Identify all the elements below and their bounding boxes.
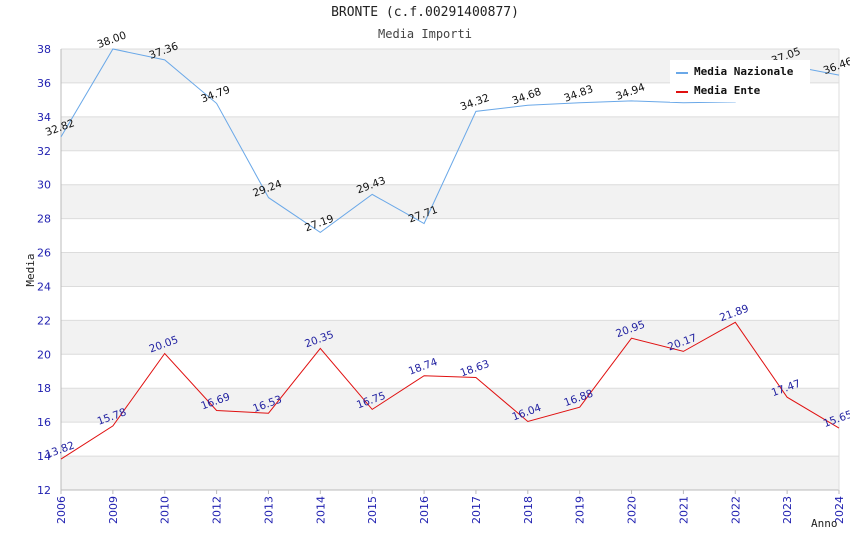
data-label-nazionale: 34.83 [562, 83, 594, 105]
y-tick-label: 14 [37, 450, 51, 463]
x-tick-labels: 2006 2009 2010 2012 2013 2014 2015 2016 2017 2018… [55, 496, 846, 524]
y-tick-label: 12 [37, 484, 51, 497]
data-label-ente: 18.63 [459, 358, 491, 380]
x-tick-label: 2015 [366, 496, 379, 524]
x-tick-label: 2010 [159, 496, 172, 524]
x-tick-label: 2013 [262, 496, 275, 524]
legend-box [670, 60, 810, 102]
x-tick-label: 2021 [677, 496, 690, 524]
x-tick-label: 2016 [418, 496, 431, 524]
grid-band [61, 116, 839, 151]
x-tick-label: 2017 [470, 496, 483, 524]
y-tick-label: 36 [37, 77, 51, 90]
data-label-ente: 18.74 [407, 356, 440, 378]
y-tick-label: 32 [37, 145, 51, 158]
x-tick-label: 2022 [729, 496, 742, 524]
y-axis-title: Media [24, 253, 37, 286]
x-tick-label: 2020 [626, 496, 639, 524]
data-label-nazionale: 34.68 [511, 86, 543, 108]
legend-label-ente: Media Ente [694, 84, 761, 97]
grid-bands [61, 49, 839, 490]
grid-band [61, 388, 839, 423]
x-tick-label: 2009 [107, 496, 120, 524]
y-tick-label: 22 [37, 314, 51, 327]
y-tick-label: 24 [37, 280, 51, 293]
x-tick-label: 2024 [833, 496, 846, 524]
y-tick-label: 38 [37, 43, 51, 56]
chart-subtitle: Media Importi [378, 27, 472, 41]
series-line-media-nazionale [60, 48, 840, 234]
x-axis-title: Anno [811, 517, 838, 530]
y-tick-labels: 12 14 16 18 20 22 24 26 28 30 32 34 36 38 [37, 43, 51, 497]
y-tick-label: 34 [37, 111, 51, 124]
x-tick-label: 2012 [211, 496, 224, 524]
series-lines [60, 48, 840, 460]
x-tick-label: 2006 [55, 496, 68, 524]
data-label-nazionale: 38.00 [96, 29, 128, 51]
legend-label-nazionale: Media Nazionale [694, 65, 794, 78]
grid-band [61, 320, 839, 355]
y-tick-label: 28 [37, 213, 51, 226]
x-tick-label: 2023 [781, 496, 794, 524]
chart-title: BRONTE (c.f.00291400877) [331, 5, 519, 20]
y-tick-label: 20 [37, 348, 51, 361]
x-tick-label: 2018 [522, 496, 535, 524]
data-label-nazionale: 34.94 [614, 81, 647, 103]
y-tick-label: 16 [37, 416, 51, 429]
y-tick-label: 18 [37, 382, 51, 395]
y-tick-label: 26 [37, 247, 51, 260]
grid-band [61, 252, 839, 287]
y-tick-label: 30 [37, 179, 51, 192]
legend: Media Nazionale Media Ente [670, 60, 810, 102]
axes [60, 49, 840, 494]
x-tick-label: 2019 [574, 496, 587, 524]
series-line-media-ente [60, 321, 840, 460]
grid-lines [61, 48, 839, 491]
x-tick-label: 2014 [314, 496, 327, 524]
grid-band [61, 456, 839, 490]
grid-band [61, 184, 839, 219]
